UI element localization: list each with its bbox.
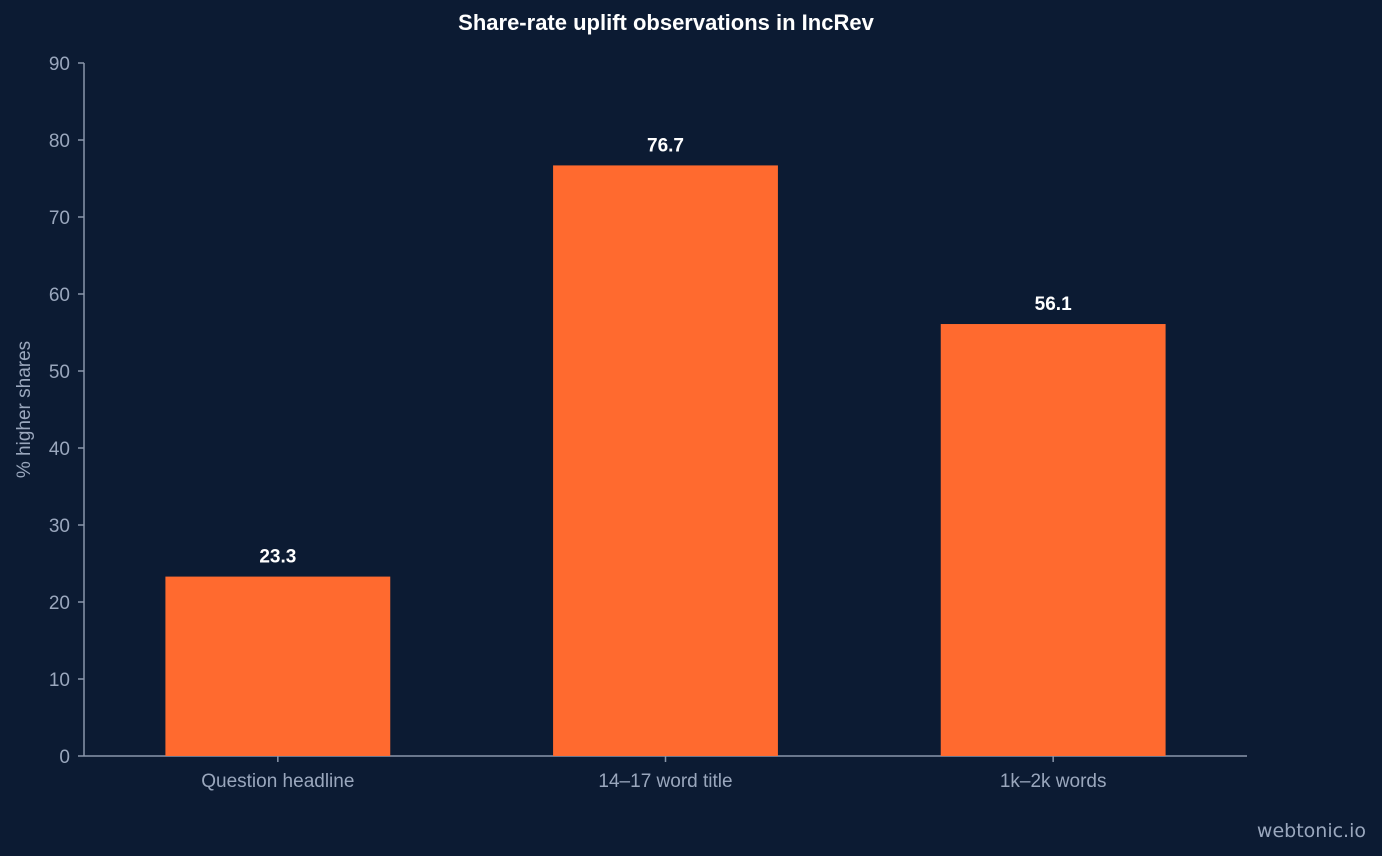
bar — [553, 165, 778, 756]
y-tick-label: 10 — [49, 670, 70, 691]
bar — [940, 324, 1166, 756]
y-tick-label: 20 — [49, 593, 70, 614]
y-tick-label: 40 — [49, 439, 70, 460]
y-tick-label: 30 — [49, 516, 70, 537]
chart-title: Share-rate uplift observations in IncRev — [458, 10, 874, 35]
bar — [165, 576, 391, 756]
y-tick-label: 80 — [49, 131, 70, 152]
bar-value-label: 56.1 — [1035, 294, 1072, 315]
x-tick-label: Question headline — [201, 771, 354, 792]
y-tick-label: 90 — [49, 54, 70, 75]
x-tick-label: 14–17 word title — [598, 771, 732, 792]
y-tick-label: 50 — [49, 362, 70, 383]
y-tick-label: 70 — [49, 208, 70, 229]
watermark: webtonic.io — [1256, 820, 1366, 842]
y-tick-label: 60 — [49, 285, 70, 306]
bar-value-label: 23.3 — [259, 547, 296, 568]
y-axis-label: % higher shares — [14, 341, 35, 478]
x-tick-label: 1k–2k words — [1000, 771, 1107, 792]
y-tick-label: 0 — [59, 747, 70, 768]
bar-value-label: 76.7 — [647, 135, 684, 156]
